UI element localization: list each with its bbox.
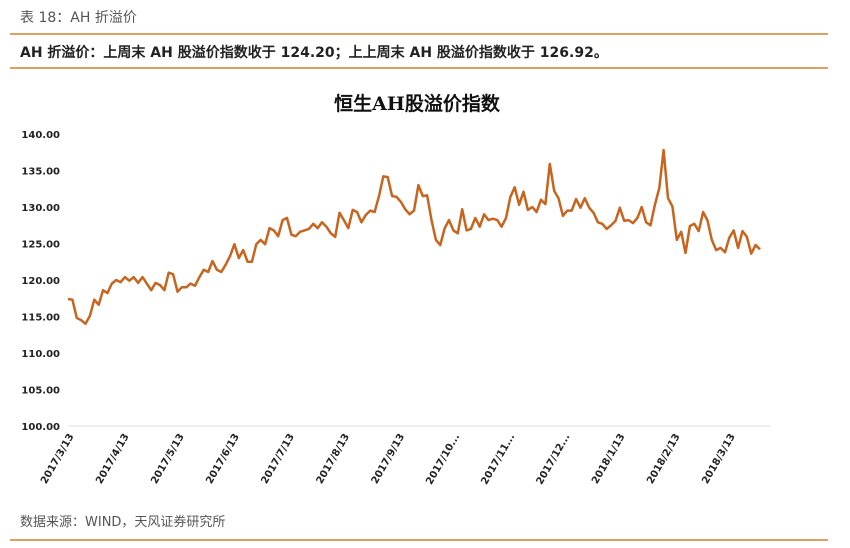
y-tick-label: 135.00 bbox=[21, 167, 60, 178]
y-tick-label: 110.00 bbox=[21, 349, 60, 360]
x-tick-label: 2017/11... bbox=[479, 432, 517, 487]
series-line bbox=[67, 148, 761, 326]
x-tick-label: 2017/9/13 bbox=[370, 432, 408, 486]
x-tick-label: 2017/12... bbox=[535, 432, 573, 487]
x-tick-label: 2018/1/13 bbox=[590, 432, 628, 486]
y-tick-label: 105.00 bbox=[21, 386, 60, 397]
y-tick-label: 125.00 bbox=[21, 240, 60, 251]
x-tick-label: 2017/4/13 bbox=[94, 432, 132, 486]
x-tick-label: 2017/8/13 bbox=[315, 432, 353, 486]
data-source: 数据来源：WIND，天风证券研究所 bbox=[20, 515, 226, 530]
x-tick-label: 2017/10... bbox=[424, 432, 462, 487]
x-tick-label: 2018/3/13 bbox=[700, 432, 738, 486]
figure-caption: 表 18：AH 折溢价 bbox=[20, 10, 137, 26]
y-tick-label: 120.00 bbox=[21, 276, 60, 287]
x-tick-label: 2018/2/13 bbox=[645, 432, 683, 486]
x-tick-label: 2017/6/13 bbox=[204, 432, 242, 486]
bottom-divider bbox=[10, 539, 828, 541]
y-tick-label: 140.00 bbox=[21, 130, 60, 141]
summary-divider bbox=[10, 67, 828, 69]
x-tick-label: 2017/3/13 bbox=[39, 432, 77, 486]
summary-text: AH 折溢价：上周末 AH 股溢价指数收于 124.20；上上周末 AH 股溢价… bbox=[20, 45, 608, 61]
y-tick-label: 100.00 bbox=[21, 422, 60, 433]
x-tick-label: 2017/5/13 bbox=[149, 432, 187, 486]
x-tick-label: 2017/7/13 bbox=[259, 432, 297, 486]
y-tick-label: 115.00 bbox=[21, 313, 60, 324]
top-divider bbox=[10, 33, 828, 35]
chart-title: 恒生AH股溢价指数 bbox=[334, 92, 501, 115]
y-tick-label: 130.00 bbox=[21, 203, 60, 214]
